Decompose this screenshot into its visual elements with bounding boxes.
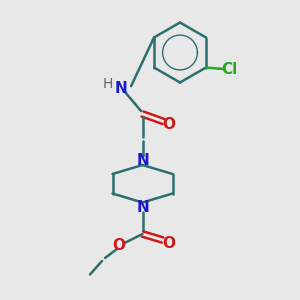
- Text: Cl: Cl: [221, 61, 238, 76]
- Text: N: N: [136, 153, 149, 168]
- Text: O: O: [162, 236, 175, 251]
- Text: H: H: [103, 77, 113, 91]
- Text: N: N: [115, 81, 127, 96]
- Text: O: O: [112, 238, 126, 253]
- Text: N: N: [136, 200, 149, 214]
- Text: O: O: [162, 117, 176, 132]
